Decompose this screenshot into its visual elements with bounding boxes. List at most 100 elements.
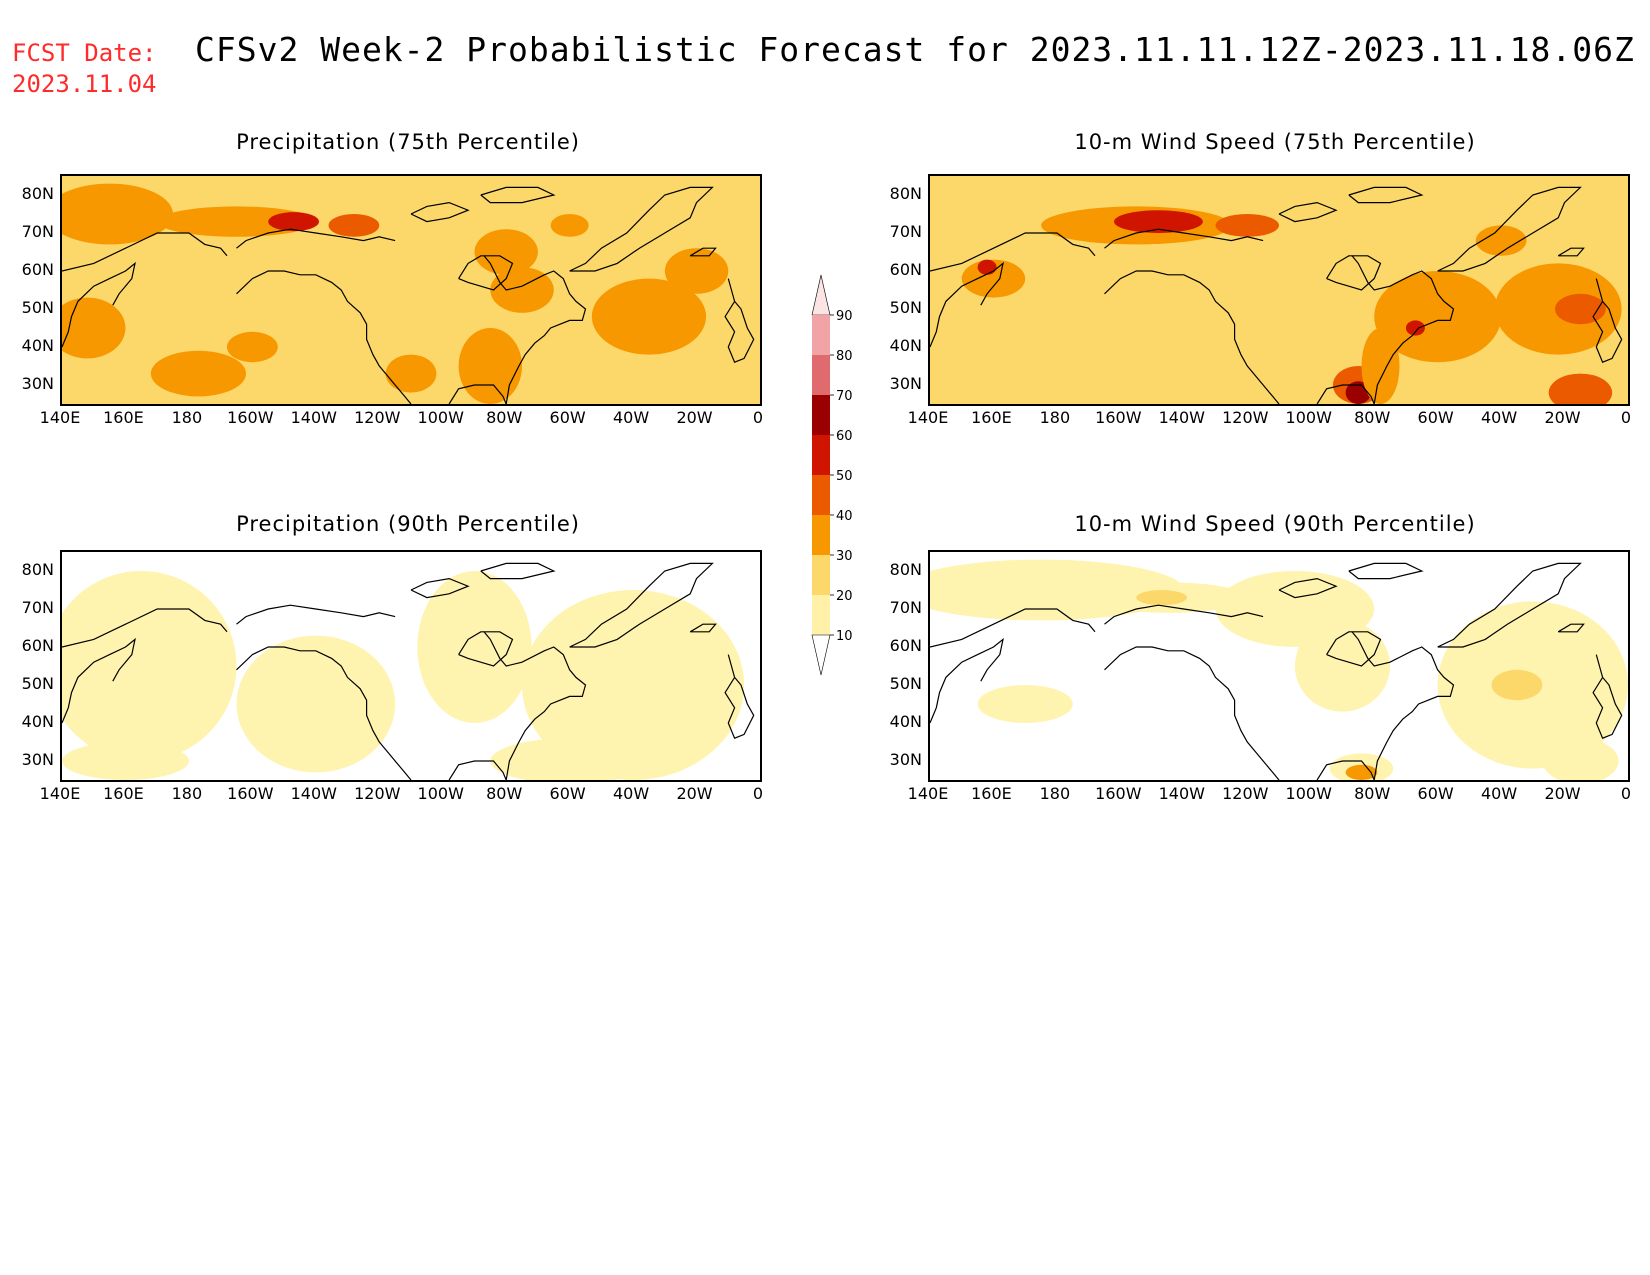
coastline (236, 270, 412, 404)
lon-tick-label: 40W (1480, 784, 1518, 803)
lon-tick-label: 120W (1222, 408, 1269, 427)
probability-contour (474, 229, 538, 275)
coastline (62, 261, 136, 348)
map-field (930, 552, 1628, 780)
probability-contour (385, 354, 437, 393)
probability-contour (1374, 271, 1502, 363)
lon-tick-label: 140W (1158, 408, 1205, 427)
lon-tick-label: 60W (549, 408, 586, 427)
lon-tick-label: 160E (103, 784, 144, 803)
coastline (569, 562, 714, 648)
lat-tick-label: 30N (21, 374, 54, 393)
probability-contour (1548, 373, 1613, 404)
probability-contour (417, 571, 532, 723)
lat-tick-label: 40N (889, 712, 922, 731)
coastline (930, 608, 1096, 648)
probability-contour (268, 212, 319, 232)
lon-tick-label: 80W (1354, 784, 1391, 803)
lon-tick-label: 80W (1354, 408, 1391, 427)
coastline (448, 255, 587, 404)
coastline (689, 623, 717, 633)
lon-tick-label: 40W (612, 784, 650, 803)
probability-contour (62, 571, 237, 761)
lat-tick-label: 60N (21, 260, 54, 279)
coastline (62, 637, 136, 724)
forecast-date-value: 2023.11.04 (12, 70, 157, 98)
coastline (448, 631, 587, 780)
lon-tick-label: 180 (171, 784, 203, 803)
lon-tick-label: 60W (549, 784, 586, 803)
lon-tick-label: 140W (1158, 784, 1205, 803)
coastline (569, 186, 714, 272)
lon-tick-label: 180 (171, 408, 203, 427)
colorbar-level-label: 70 (836, 389, 853, 404)
colorbar-level-label: 50 (836, 469, 853, 484)
lon-tick-label: 180 (1039, 408, 1071, 427)
coastline (480, 186, 556, 204)
colorbar-top-arrow (811, 274, 831, 316)
lon-tick-label: 120W (1222, 784, 1269, 803)
lat-tick-label: 70N (889, 222, 922, 241)
probability-contour (961, 259, 1026, 298)
coastline (62, 232, 228, 272)
coastline (410, 577, 470, 599)
colorbar-level-label: 60 (836, 429, 853, 444)
coastline (1104, 646, 1280, 780)
coastline (1592, 278, 1623, 363)
probability-contour (236, 635, 396, 773)
probability-contour (1114, 210, 1203, 233)
map-plot (60, 550, 762, 782)
lon-tick-label: 160W (227, 408, 274, 427)
lat-tick-label: 60N (21, 636, 54, 655)
panel-title: Precipitation (75th Percentile) (236, 130, 580, 154)
coastline (930, 637, 1004, 724)
coastline (1326, 255, 1382, 291)
lat-tick-label: 50N (21, 674, 54, 693)
probability-contour (522, 590, 745, 780)
coastline (1316, 255, 1455, 404)
lon-tick-label: 80W (486, 408, 523, 427)
lat-tick-label: 80N (889, 184, 922, 203)
colorbar-level-label: 40 (836, 509, 853, 524)
coastline (930, 232, 1096, 272)
page-title: CFSv2 Week-2 Probabilistic Forecast for … (195, 30, 1635, 69)
lon-tick-label: 60W (1417, 408, 1454, 427)
colorbar-bottom-arrow (811, 634, 831, 676)
probability-contour (1405, 320, 1425, 336)
colorbar-swatch (812, 395, 830, 435)
coastline (1104, 228, 1264, 249)
lon-tick-label: 0 (1620, 408, 1632, 427)
colorbar-graphic: 90 80 70 60 50 40 30 20 10 (811, 274, 853, 676)
map-field (62, 176, 760, 404)
map-plot (928, 174, 1630, 406)
coastline (1557, 247, 1585, 257)
probability-contour (458, 328, 523, 404)
lat-tick-label: 70N (21, 598, 54, 617)
map-field (930, 176, 1628, 404)
panel-title: 10-m Wind Speed (75th Percentile) (1074, 130, 1476, 154)
coastline (480, 562, 556, 580)
coastline (236, 604, 396, 625)
lat-tick-label: 40N (21, 336, 54, 355)
map-plot (928, 550, 1630, 782)
panel-title: 10-m Wind Speed (90th Percentile) (1074, 512, 1476, 536)
lat-tick-label: 80N (21, 560, 54, 579)
lon-tick-label: 0 (752, 408, 764, 427)
probability-contour (550, 214, 589, 237)
lon-tick-label: 40W (612, 408, 650, 427)
colorbar-swatch (812, 555, 830, 595)
lon-tick-label: 100W (1285, 408, 1332, 427)
probability-contour (1345, 764, 1378, 780)
lat-tick-label: 30N (21, 750, 54, 769)
lon-tick-label: 140W (290, 408, 337, 427)
coastline (724, 654, 755, 739)
probability-contour (62, 742, 189, 780)
probability-contour (62, 183, 174, 245)
lat-tick-label: 40N (21, 712, 54, 731)
lon-tick-label: 140E (907, 408, 949, 427)
map-plot (60, 174, 762, 406)
lat-tick-label: 60N (889, 636, 922, 655)
coastline (1557, 623, 1585, 633)
lon-tick-label: 180 (1039, 784, 1071, 803)
lat-tick-label: 50N (889, 674, 922, 693)
